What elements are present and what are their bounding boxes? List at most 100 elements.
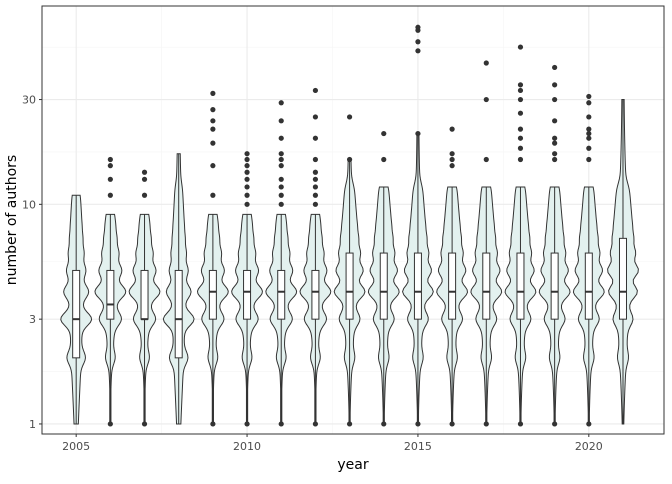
outlier-point-2011 xyxy=(278,201,284,207)
outlier-point-2019 xyxy=(552,421,558,427)
outlier-point-2011 xyxy=(278,118,284,124)
outlier-point-2009 xyxy=(210,118,216,124)
outlier-point-2014 xyxy=(381,156,387,163)
outlier-point-2010 xyxy=(244,151,250,157)
box-2006 xyxy=(106,269,115,320)
outlier-point-2013 xyxy=(346,421,353,427)
outlier-point-2020 xyxy=(586,135,592,141)
outlier-point-2011 xyxy=(278,192,284,198)
outlier-point-2016 xyxy=(449,163,455,169)
violin-layer xyxy=(60,24,639,427)
box-2011 xyxy=(277,269,286,320)
panel-border xyxy=(41,5,665,435)
outlier-point-2006 xyxy=(107,176,113,182)
outlier-point-2018 xyxy=(517,96,524,103)
outlier-point-2009 xyxy=(210,106,216,113)
outlier-point-2015 xyxy=(415,24,421,30)
box-2007 xyxy=(140,269,149,320)
outlier-point-2013 xyxy=(346,114,353,120)
box-2019 xyxy=(550,252,559,320)
outlier-point-2006 xyxy=(107,163,113,169)
outlier-point-2006 xyxy=(107,421,113,427)
outlier-point-2019 xyxy=(552,64,558,71)
outlier-point-2016 xyxy=(449,421,455,427)
outlier-point-2019 xyxy=(552,156,558,163)
box-2016 xyxy=(448,252,457,320)
outlier-point-2006 xyxy=(107,156,113,163)
y-tick-label: 10 xyxy=(22,198,36,211)
outlier-point-2017 xyxy=(483,96,489,103)
outlier-point-2011 xyxy=(278,184,284,190)
outlier-point-2014 xyxy=(381,130,387,137)
outlier-point-2015 xyxy=(415,421,421,427)
outlier-point-2020 xyxy=(586,156,592,163)
outlier-point-2012 xyxy=(312,201,319,207)
outlier-point-2010 xyxy=(244,163,250,169)
outlier-point-2012 xyxy=(312,87,319,94)
outlier-point-2018 xyxy=(517,87,524,94)
outlier-point-2014 xyxy=(381,421,387,427)
axis-layer: 1 3 10 30 2005 2010 2015 2020 xyxy=(22,94,603,453)
outlier-point-2006 xyxy=(107,192,113,198)
outlier-point-2020 xyxy=(586,145,592,151)
box-2014 xyxy=(379,252,388,320)
outlier-point-2011 xyxy=(278,421,284,427)
outlier-point-2010 xyxy=(244,421,250,427)
y-tick-label: 1 xyxy=(29,418,36,431)
outlier-point-2019 xyxy=(552,118,558,124)
outlier-point-2020 xyxy=(586,100,592,106)
outlier-point-2011 xyxy=(278,163,284,169)
x-tick-label: 2020 xyxy=(575,440,603,453)
outlier-point-2009 xyxy=(210,192,216,198)
outlier-point-2011 xyxy=(278,135,284,141)
outlier-point-2012 xyxy=(312,184,319,190)
x-tick-label: 2005 xyxy=(62,440,90,453)
outlier-point-2012 xyxy=(312,176,319,182)
box-2018 xyxy=(516,252,525,320)
box-2008 xyxy=(174,269,183,359)
outlier-point-2012 xyxy=(312,421,319,427)
outlier-point-2018 xyxy=(517,421,524,427)
y-tick-label: 3 xyxy=(29,313,36,326)
x-tick-label: 2015 xyxy=(404,440,432,453)
outlier-point-2019 xyxy=(552,96,558,103)
outlier-point-2015 xyxy=(415,48,421,54)
outlier-point-2011 xyxy=(278,100,284,106)
outlier-point-2009 xyxy=(210,140,216,146)
outlier-point-2018 xyxy=(517,110,524,116)
outlier-point-2015 xyxy=(415,39,421,45)
outlier-point-2020 xyxy=(586,130,592,137)
outlier-point-2011 xyxy=(278,151,284,157)
outlier-point-2010 xyxy=(244,176,250,182)
outlier-point-2018 xyxy=(517,145,524,151)
outlier-point-2018 xyxy=(517,126,524,132)
outlier-point-2019 xyxy=(552,82,558,88)
y-tick-label: 30 xyxy=(22,94,36,107)
outlier-point-2012 xyxy=(312,169,319,175)
outlier-point-2020 xyxy=(586,93,592,100)
outlier-point-2010 xyxy=(244,156,250,163)
y-axis-title: number of authors xyxy=(4,155,20,285)
outlier-point-2018 xyxy=(517,82,524,88)
box-2013 xyxy=(345,252,354,320)
outlier-point-2018 xyxy=(517,44,524,50)
outlier-point-2009 xyxy=(210,421,216,427)
box-2021 xyxy=(618,237,627,320)
outlier-point-2016 xyxy=(449,156,455,163)
outlier-point-2007 xyxy=(141,421,148,427)
outlier-point-2013 xyxy=(346,156,353,163)
outlier-point-2009 xyxy=(210,126,216,132)
outlier-point-2019 xyxy=(552,151,558,157)
box-2017 xyxy=(482,252,491,320)
outlier-point-2007 xyxy=(141,176,148,182)
x-axis-title: year xyxy=(337,457,368,473)
outlier-point-2010 xyxy=(244,201,250,207)
outlier-point-2016 xyxy=(449,126,455,132)
x-tick-label: 2010 xyxy=(233,440,261,453)
outlier-point-2019 xyxy=(552,135,558,141)
outlier-point-2010 xyxy=(244,169,250,175)
box-2020 xyxy=(584,252,593,320)
outlier-point-2012 xyxy=(312,135,319,141)
